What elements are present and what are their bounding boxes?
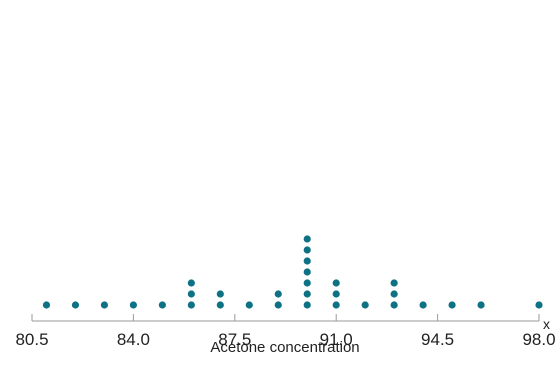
data-dot [187,301,195,309]
data-dot [129,301,137,309]
data-dot [274,290,282,298]
x-tick-label: 84.0 [117,330,150,349]
data-dot [332,279,340,287]
data-dot [535,301,543,309]
data-dot [187,279,195,287]
data-dot [216,290,224,298]
data-dot [187,290,195,298]
data-dot [332,301,340,309]
x-axis-label: Acetone concentration [210,339,359,356]
data-dot [303,257,311,265]
data-dot [42,301,51,309]
data-dot [390,301,398,309]
data-dot [361,301,369,309]
data-dot [245,301,253,309]
x-tick-label: 98.0 [522,330,555,349]
x-tick-label: 80.5 [15,330,48,349]
data-dot [477,301,485,309]
data-dot [303,235,311,243]
data-dot [303,268,311,276]
data-dot [303,290,311,298]
data-dot [303,246,311,254]
data-dot [303,279,311,287]
x-tick-label: 94.5 [421,330,454,349]
data-dot [274,301,282,309]
data-dot [303,301,311,309]
x-tick-label: 87.5 [218,330,251,349]
x-axis-variable: x [543,316,550,332]
data-dot [158,301,166,309]
data-dot [390,290,398,298]
data-dot [71,301,80,309]
x-tick-label: 91.0 [320,330,353,349]
data-dot [332,290,340,298]
data-dot [419,301,427,309]
x-axis-ticks: 80.5 84.0 87.5 91.0 94.5 98.0 [15,314,556,349]
data-dot [216,301,224,309]
data-dot [448,301,456,309]
dots-layer [42,235,543,309]
data-dot [100,301,109,309]
data-dot [390,279,398,287]
